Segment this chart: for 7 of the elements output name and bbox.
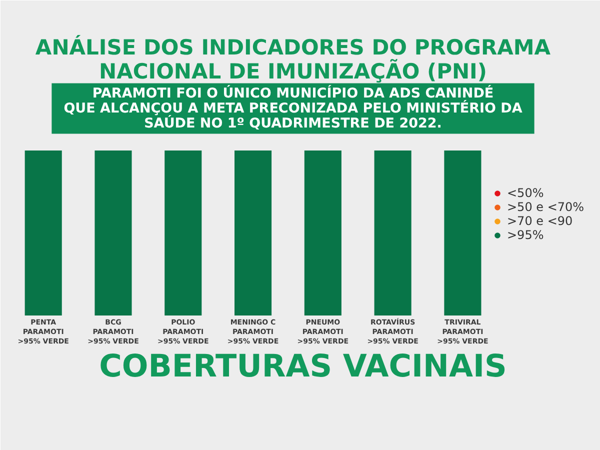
- legend-label: >50 e <70%: [507, 200, 584, 214]
- legend-label: >70 e <90: [507, 214, 573, 228]
- legend-label: <50%: [507, 186, 544, 200]
- legend-label: >95%: [507, 228, 544, 242]
- chart-subtitle: PARAMOTI FOI O ÚNICO MUNICÍPIO DA ADS CANINDÉ QUE ALCANÇOU A META PRECONIZADA PELO MINISTÉRIO DA SAÚDE NO 1º QUADRIMESTRE DE 2022.: [64, 84, 523, 132]
- chart-title: ANÁLISE DOS INDICADORES DO PROGRAMA NACIONAL DE IMUNIZAÇÃO (PNI): [35, 34, 552, 84]
- x-axis-title: COBERTURAS VACINAIS: [99, 348, 507, 385]
